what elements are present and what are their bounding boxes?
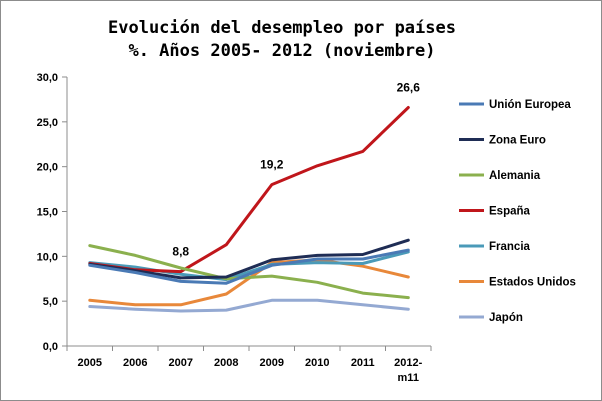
series-line-francia xyxy=(88,250,410,282)
x-tick-label: 2009 xyxy=(260,357,284,369)
y-tick-label: 5,0 xyxy=(43,296,58,308)
x-tick-label: 2012- xyxy=(394,357,422,369)
data-labels: 8,8 19,2 26,6 xyxy=(172,80,420,258)
legend-label: Japón xyxy=(489,312,523,324)
series-line-zona-euro xyxy=(88,238,410,280)
series-line-españa xyxy=(88,106,410,274)
legend-label: Estados Unidos xyxy=(489,277,576,289)
chart-subtitle: %. Años 2005- 2012 (noviembre) xyxy=(128,41,435,61)
y-tick-label: 0,0 xyxy=(43,341,58,353)
legend-label: Francia xyxy=(489,241,531,253)
y-tick-label: 20,0 xyxy=(37,162,58,174)
legend-label: España xyxy=(489,206,531,218)
series-lines xyxy=(88,106,410,313)
data-label: 26,6 xyxy=(397,80,421,94)
chart-title: Evolución del desempleo por países xyxy=(108,18,456,38)
y-tick-label: 10,0 xyxy=(37,251,58,263)
legend-label: Alemania xyxy=(489,170,541,182)
x-ticks: 2005 2006 2007 2008 2009 2010 2011 2012- m11 xyxy=(66,346,432,384)
x-tick-label: 2007 xyxy=(169,357,193,369)
data-label: 8,8 xyxy=(172,245,189,259)
x-tick-label: m11 xyxy=(398,372,419,384)
x-tick-label: 2006 xyxy=(123,357,147,369)
x-tick-label: 2011 xyxy=(351,357,375,369)
series-line-alemania xyxy=(88,244,410,300)
series-line-unión-europea xyxy=(88,248,410,285)
data-label: 19,2 xyxy=(260,158,284,172)
y-tick-label: 15,0 xyxy=(37,207,58,219)
y-ticks: 0,0 5,0 10,0 15,0 20,0 25,0 30,0 xyxy=(37,72,67,353)
legend-label: Unión Europea xyxy=(489,99,571,111)
x-tick-label: 2008 xyxy=(214,357,238,369)
x-tick-label: 2005 xyxy=(78,357,102,369)
legend-label: Zona Euro xyxy=(489,135,546,147)
y-tick-label: 30,0 xyxy=(37,72,58,84)
x-tick-label: 2010 xyxy=(305,357,329,369)
legend: Unión Europea Zona Euro Alemania España Fran… xyxy=(459,99,576,324)
series-line-japón xyxy=(88,298,410,313)
y-tick-label: 25,0 xyxy=(37,117,58,129)
